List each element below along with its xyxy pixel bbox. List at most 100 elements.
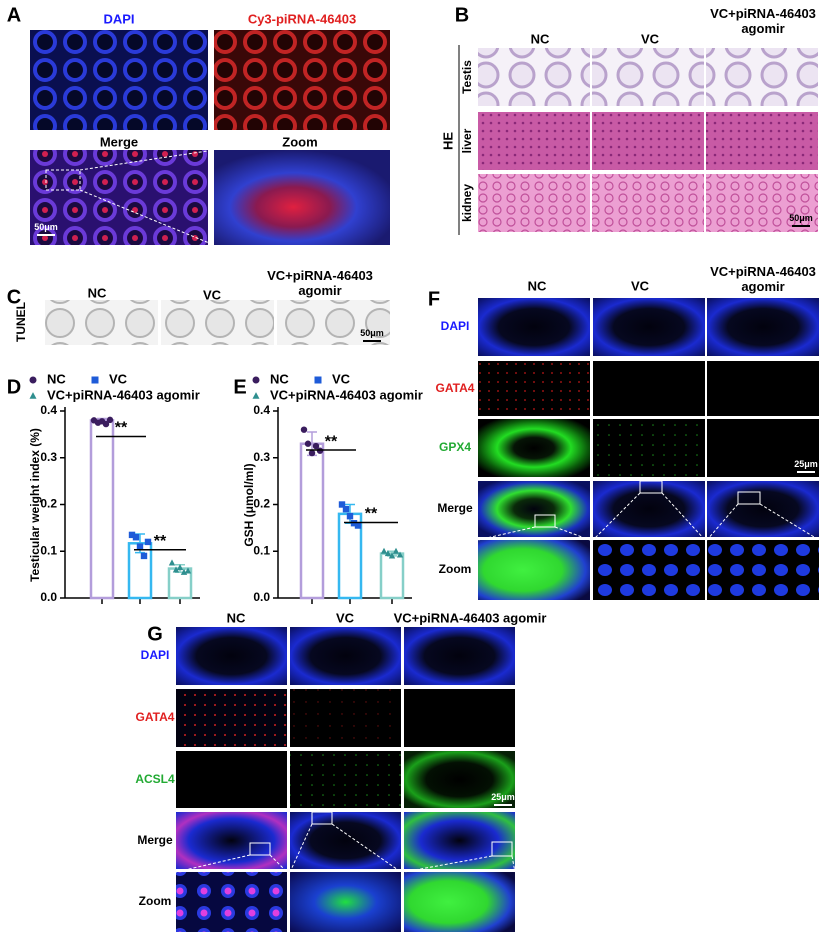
marker — [338, 501, 346, 508]
micrograph — [593, 481, 705, 537]
micrograph — [707, 298, 819, 356]
micrograph — [592, 48, 704, 106]
marker — [128, 531, 136, 539]
y-tick-label: 0.0 — [253, 590, 270, 604]
bar — [379, 552, 405, 600]
micrograph — [706, 112, 818, 170]
micrograph — [592, 174, 704, 232]
marker — [384, 550, 392, 557]
micrograph — [277, 300, 390, 345]
stain-label: HE — [440, 131, 456, 151]
guide-line — [289, 823, 313, 873]
marker — [102, 420, 110, 428]
micrograph — [478, 419, 590, 477]
marker — [304, 440, 312, 447]
legend-marker — [252, 392, 260, 399]
row-label: DAPI — [140, 648, 170, 663]
scale-label: 50μm — [360, 327, 384, 338]
legend-marker — [252, 376, 260, 384]
marker — [392, 547, 400, 554]
image-title: Merge — [99, 134, 139, 150]
marker — [388, 552, 396, 559]
column-header: NC — [527, 278, 547, 294]
micrograph — [478, 112, 590, 170]
scale-label: 25μm — [794, 458, 818, 469]
micrograph — [593, 298, 705, 356]
micrograph — [290, 751, 401, 808]
row-label: GATA4 — [135, 710, 175, 725]
panel-label: F — [427, 288, 441, 311]
legend-label: VC — [109, 371, 128, 386]
marker — [184, 567, 192, 574]
bar — [89, 419, 115, 600]
column-header: NC — [530, 31, 550, 47]
micrograph — [592, 112, 704, 170]
scale-label: 50μm — [789, 212, 813, 223]
column-header: NC — [87, 285, 107, 301]
micrograph — [404, 689, 515, 747]
marker — [396, 551, 404, 558]
y-tick-label: 0.3 — [253, 450, 270, 464]
column-header: VC — [630, 278, 650, 294]
marker — [342, 505, 350, 513]
micrograph — [707, 540, 819, 600]
column-header: VC+piRNA-46403 agomir — [267, 268, 373, 298]
column-header: VC — [640, 31, 660, 47]
y-tick-label: 0.3 — [40, 450, 57, 464]
zoom-box — [491, 841, 513, 857]
guide-line — [79, 149, 215, 171]
row-label: liver — [460, 128, 475, 154]
row-label: ACSL4 — [135, 771, 175, 786]
marker — [140, 552, 148, 560]
panel-label: C — [6, 286, 22, 309]
micrograph — [404, 812, 515, 869]
marker — [136, 543, 144, 550]
panel-label: D — [7, 376, 21, 398]
zoom-box — [249, 842, 271, 856]
row-label: GATA4 — [435, 380, 475, 395]
marker — [312, 442, 320, 450]
micrograph — [176, 872, 287, 932]
guide-line — [759, 503, 820, 541]
micrograph — [478, 481, 590, 537]
y-tick-label: 0.4 — [253, 403, 270, 417]
micrograph — [707, 419, 819, 477]
row-label: kidney — [460, 183, 475, 223]
image-title: DAPI — [103, 11, 135, 27]
y-tick-label: 0.4 — [40, 403, 57, 417]
column-header: VC+piRNA-46403 agomir — [393, 610, 547, 626]
legend-marker — [91, 376, 99, 384]
y-tick-label: 0.1 — [253, 543, 270, 557]
micrograph — [176, 812, 287, 869]
image-title: Zoom — [282, 134, 318, 150]
legend-label: NC — [47, 371, 66, 386]
legend-label: VC+piRNA-46403 agomir — [270, 387, 423, 402]
micrograph — [478, 540, 590, 600]
zoom-box — [534, 514, 556, 528]
micrograph — [290, 812, 401, 869]
micrograph — [176, 751, 287, 808]
column-header: VC+piRNA-46403 agomir — [710, 264, 816, 294]
guide-line — [175, 854, 251, 873]
micrograph — [707, 481, 819, 537]
column-header: VC — [202, 287, 222, 303]
y-tick-label: 0.0 — [40, 590, 57, 604]
zoom-box — [311, 811, 333, 825]
guide-line — [331, 823, 402, 873]
marker — [354, 522, 362, 529]
marker — [132, 534, 140, 541]
marker — [106, 416, 114, 424]
guide-line — [511, 855, 516, 873]
guide-line — [269, 854, 288, 873]
micrograph — [176, 689, 287, 747]
legend-label: VC+piRNA-46403 agomir — [47, 387, 200, 402]
panel-label: G — [147, 623, 163, 646]
marker — [346, 512, 354, 520]
y-tick-label: 0.2 — [253, 497, 270, 511]
micrograph — [478, 48, 590, 106]
micrograph — [161, 300, 274, 345]
micrograph — [30, 150, 208, 245]
significance-label: ** — [115, 420, 128, 437]
column-header: VC — [335, 610, 355, 626]
